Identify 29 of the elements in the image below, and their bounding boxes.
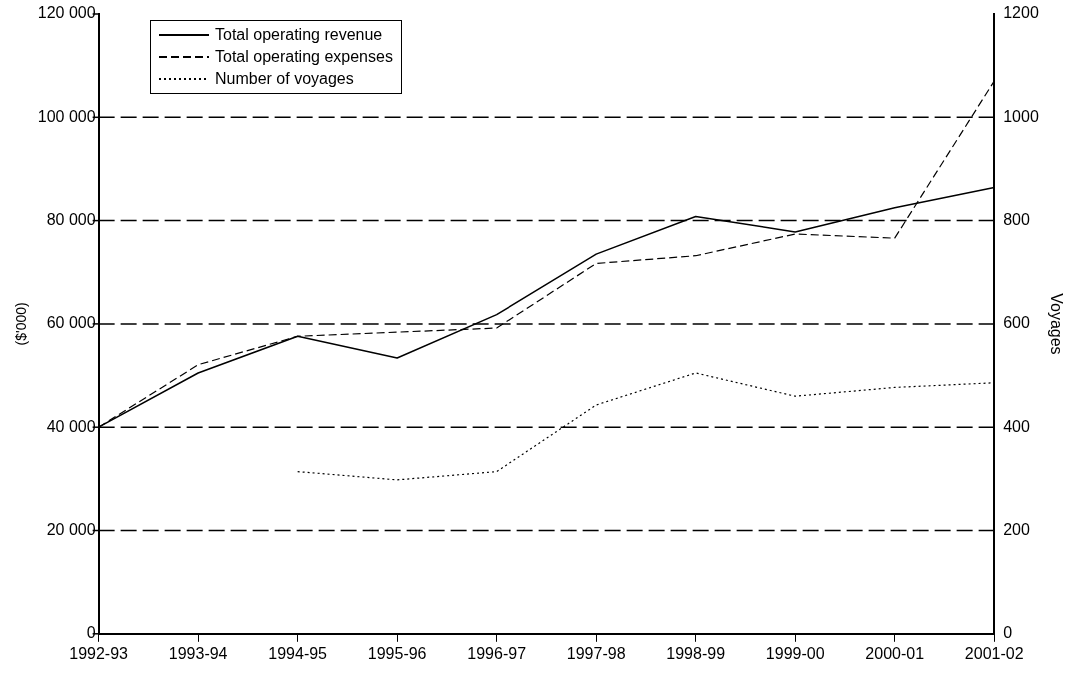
- y2-tick-label: 600: [1003, 314, 1030, 332]
- y2-tick-label: 0: [1003, 624, 1013, 642]
- y-tick-label: 40 000: [46, 417, 96, 435]
- y-tick-label: 120 000: [37, 4, 96, 22]
- x-tick-label: 1999-00: [765, 644, 825, 662]
- legend-label: Number of voyages: [215, 70, 354, 88]
- x-tick-label: 2000-01: [865, 644, 925, 662]
- y2-axis-title: Voyages: [1047, 293, 1065, 355]
- y2-tick-label: 800: [1003, 211, 1030, 229]
- x-tick-label: 1995-96: [367, 644, 427, 662]
- x-tick-label: 1994-95: [268, 644, 328, 662]
- x-tick-label: 1992-93: [69, 644, 129, 662]
- y-tick-label: 20 000: [46, 520, 96, 538]
- y-tick-label: 80 000: [46, 211, 96, 229]
- x-tick-label: 2001-02: [964, 644, 1024, 662]
- x-tick-label: 1993-94: [168, 644, 228, 662]
- y-tick-label: 0: [86, 624, 96, 642]
- y2-tick-label: 400: [1003, 417, 1030, 435]
- x-tick-label: 1997-98: [566, 644, 626, 662]
- y2-tick-label: 200: [1003, 520, 1030, 538]
- legend-label: Total operating expenses: [215, 48, 393, 66]
- y-tick-label: 100 000: [37, 107, 96, 125]
- legend-label: Total operating revenue: [215, 26, 383, 44]
- y-tick-label: 60 000: [46, 314, 96, 332]
- x-tick-label: 1996-97: [467, 644, 527, 662]
- y-axis-title: ($'000): [13, 302, 30, 346]
- y2-tick-label: 1200: [1003, 4, 1039, 22]
- x-tick-label: 1998-99: [666, 644, 726, 662]
- y2-tick-label: 1000: [1003, 107, 1039, 125]
